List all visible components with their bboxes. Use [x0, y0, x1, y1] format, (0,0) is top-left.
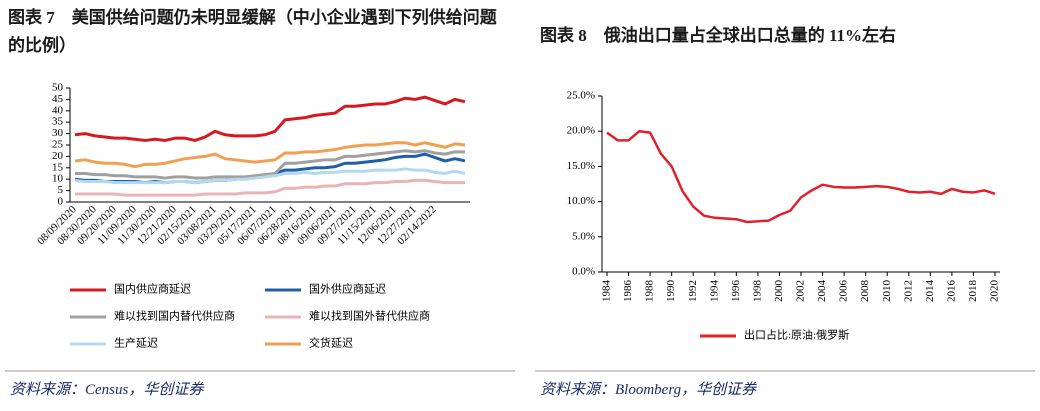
y-tick-label: 20 — [52, 150, 64, 162]
legend-label: 难以找到国内替代供应商 — [114, 309, 235, 323]
y-tick-label: 50 — [52, 82, 64, 94]
x-tick-label: 2008 — [859, 280, 871, 303]
y-tick-label: 15.0% — [567, 160, 595, 172]
x-tick-label: 1988 — [644, 280, 656, 303]
chart-title: 图表 7 美国供给问题仍未明显缓解（中小企业遇到下列供给问题的比例） — [8, 8, 497, 55]
y-tick-label: 30 — [52, 127, 64, 139]
line-series — [74, 141, 466, 169]
y-tick-label: 20.0% — [567, 125, 595, 137]
chart-title: 图表 8 俄油出口量占全球出口总量的 11%左右 — [540, 26, 897, 45]
y-tick-label: 5 — [58, 184, 64, 196]
legend-label: 国外供应商延迟 — [309, 282, 386, 296]
y-tick-label: 25.0% — [567, 90, 595, 102]
y-tick-label: 35 — [52, 116, 64, 128]
x-tick-label: 1996 — [730, 280, 742, 303]
y-tick-label: 5.0% — [572, 230, 595, 242]
legend-label: 难以找到国外替代供应商 — [309, 309, 430, 323]
x-tick-label: 2004 — [816, 280, 828, 303]
x-tick-label: 1990 — [665, 280, 677, 303]
x-tick-label: 1992 — [687, 280, 699, 302]
y-tick-label: 0.0% — [572, 266, 595, 278]
y-tick-label: 25 — [52, 139, 64, 151]
legend-label: 国内供应商延迟 — [114, 282, 191, 296]
line-series — [75, 178, 465, 197]
legend-label: 出口占比:原油:俄罗斯 — [744, 328, 849, 342]
y-tick-label: 45 — [52, 93, 64, 105]
y-tick-label: 40 — [52, 104, 64, 116]
line-series — [74, 95, 466, 142]
y-tick-label: 10 — [52, 173, 64, 185]
x-tick-label: 1998 — [751, 280, 763, 303]
x-tick-label: 2014 — [924, 280, 936, 303]
legend-label: 交货延迟 — [309, 336, 353, 350]
source: 资料来源：Census，华创证券 — [10, 382, 204, 398]
line-series — [74, 167, 466, 185]
x-tick-label: 2020 — [989, 280, 1001, 303]
x-tick-label: 1986 — [622, 280, 634, 303]
x-tick-label: 1984 — [601, 280, 613, 303]
line-series — [606, 129, 996, 224]
x-tick-label: 2012 — [902, 280, 914, 302]
x-tick-label: 2006 — [838, 280, 850, 303]
source: 资料来源：Bloomberg，华创证券 — [540, 382, 757, 398]
legend-label: 生产延迟 — [114, 336, 158, 350]
x-tick-label: 2002 — [795, 280, 807, 302]
x-tick-label: 2018 — [967, 280, 979, 303]
x-tick-label: 2000 — [773, 280, 785, 303]
x-tick-label: 2010 — [881, 280, 893, 303]
y-tick-label: 0 — [58, 196, 64, 208]
x-tick-label: 1994 — [708, 280, 720, 303]
x-tick-label: 2016 — [945, 280, 957, 303]
line-series — [75, 149, 465, 180]
y-tick-label: 10.0% — [567, 195, 595, 207]
y-tick-label: 15 — [52, 161, 64, 173]
